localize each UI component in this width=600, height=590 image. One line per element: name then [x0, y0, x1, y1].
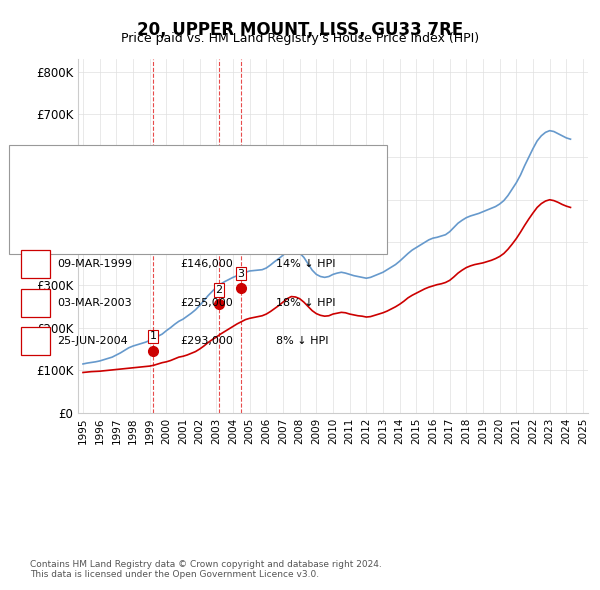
Text: 1: 1	[32, 260, 39, 269]
Text: Price paid vs. HM Land Registry's House Price Index (HPI): Price paid vs. HM Land Registry's House …	[121, 32, 479, 45]
Text: Contains HM Land Registry data © Crown copyright and database right 2024.: Contains HM Land Registry data © Crown c…	[30, 560, 382, 569]
Text: This data is licensed under the Open Government Licence v3.0.: This data is licensed under the Open Gov…	[30, 571, 319, 579]
Text: 2: 2	[32, 298, 39, 307]
Text: 20, UPPER MOUNT, LISS, GU33 7RE (detached house): 20, UPPER MOUNT, LISS, GU33 7RE (detache…	[69, 156, 347, 166]
Text: 8% ↓ HPI: 8% ↓ HPI	[276, 336, 329, 346]
Text: 1: 1	[149, 332, 157, 342]
Text: 14% ↓ HPI: 14% ↓ HPI	[276, 260, 335, 269]
Text: £293,000: £293,000	[180, 336, 233, 346]
Text: 3: 3	[238, 268, 245, 278]
Text: 03-MAR-2003: 03-MAR-2003	[57, 298, 131, 307]
Text: £146,000: £146,000	[180, 260, 233, 269]
Text: 2: 2	[215, 285, 223, 295]
Text: £255,000: £255,000	[180, 298, 233, 307]
Text: 09-MAR-1999: 09-MAR-1999	[57, 260, 132, 269]
Text: HPI: Average price, detached house, East Hampshire: HPI: Average price, detached house, East…	[69, 215, 344, 225]
Text: 20, UPPER MOUNT, LISS, GU33 7RE: 20, UPPER MOUNT, LISS, GU33 7RE	[137, 21, 463, 39]
Text: 3: 3	[32, 336, 39, 346]
Text: 18% ↓ HPI: 18% ↓ HPI	[276, 298, 335, 307]
Text: 25-JUN-2004: 25-JUN-2004	[57, 336, 128, 346]
